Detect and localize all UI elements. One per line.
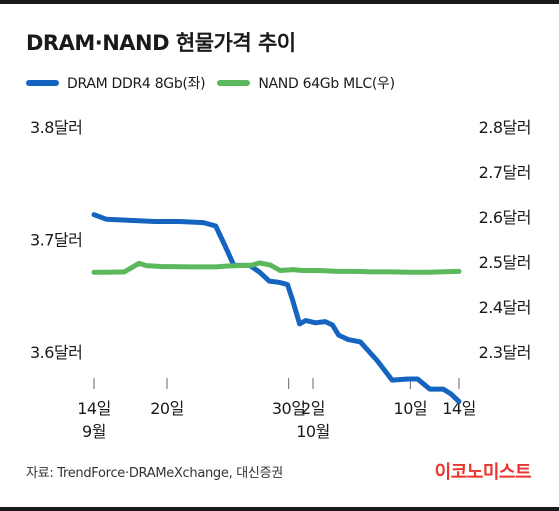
x-axis-tick-label: 14일: [77, 399, 111, 418]
chart-title: DRAM·NAND 현물가격 추이: [26, 31, 296, 55]
top-rule: [0, 0, 559, 4]
x-axis-month-label: 10월: [296, 422, 330, 441]
right-axis-tick-label: 2.6달러: [479, 208, 531, 227]
legend: DRAM DDR4 8Gb(좌) NAND 64Gb MLC(우): [26, 73, 407, 93]
legend-swatch-dram: [26, 80, 59, 86]
x-axis-tick-label: 14일: [442, 399, 476, 418]
x-axis-tick-label: 10일: [394, 399, 428, 418]
bottom-rule: [0, 507, 559, 511]
legend-item-dram: DRAM DDR4 8Gb(좌): [26, 73, 206, 93]
x-axis-month-label: 9월: [82, 422, 106, 441]
x-axis-tick-label: 2일: [301, 399, 325, 418]
right-axis-tick-label: 2.8달러: [479, 118, 531, 137]
right-axis-tick-label: 2.7달러: [479, 163, 531, 182]
x-axis-tick-label: 30일: [272, 399, 306, 418]
brand-logo: 이코노미스트: [434, 462, 532, 483]
right-axis-tick-label: 2.3달러: [479, 343, 531, 362]
x-axis-tick-label: 20일: [150, 399, 184, 418]
series-line-dram: [91, 212, 462, 404]
legend-label-dram: DRAM DDR4 8Gb(좌): [67, 76, 206, 92]
source-note: 자료: TrendForce·DRAMeXchange, 대신증권: [26, 466, 283, 481]
left-axis-tick-label: 3.7달러: [30, 231, 82, 250]
series-line-nand: [91, 260, 462, 275]
right-axis-tick-label: 2.4달러: [479, 298, 531, 317]
left-axis-tick-label: 3.8달러: [30, 118, 82, 137]
legend-label-nand: NAND 64Gb MLC(우): [258, 76, 395, 92]
left-axis-tick-label: 3.6달러: [30, 343, 82, 362]
right-axis-tick-label: 2.5달러: [479, 253, 531, 272]
legend-swatch-nand: [217, 80, 251, 86]
legend-item-nand: NAND 64Gb MLC(우): [217, 73, 395, 93]
